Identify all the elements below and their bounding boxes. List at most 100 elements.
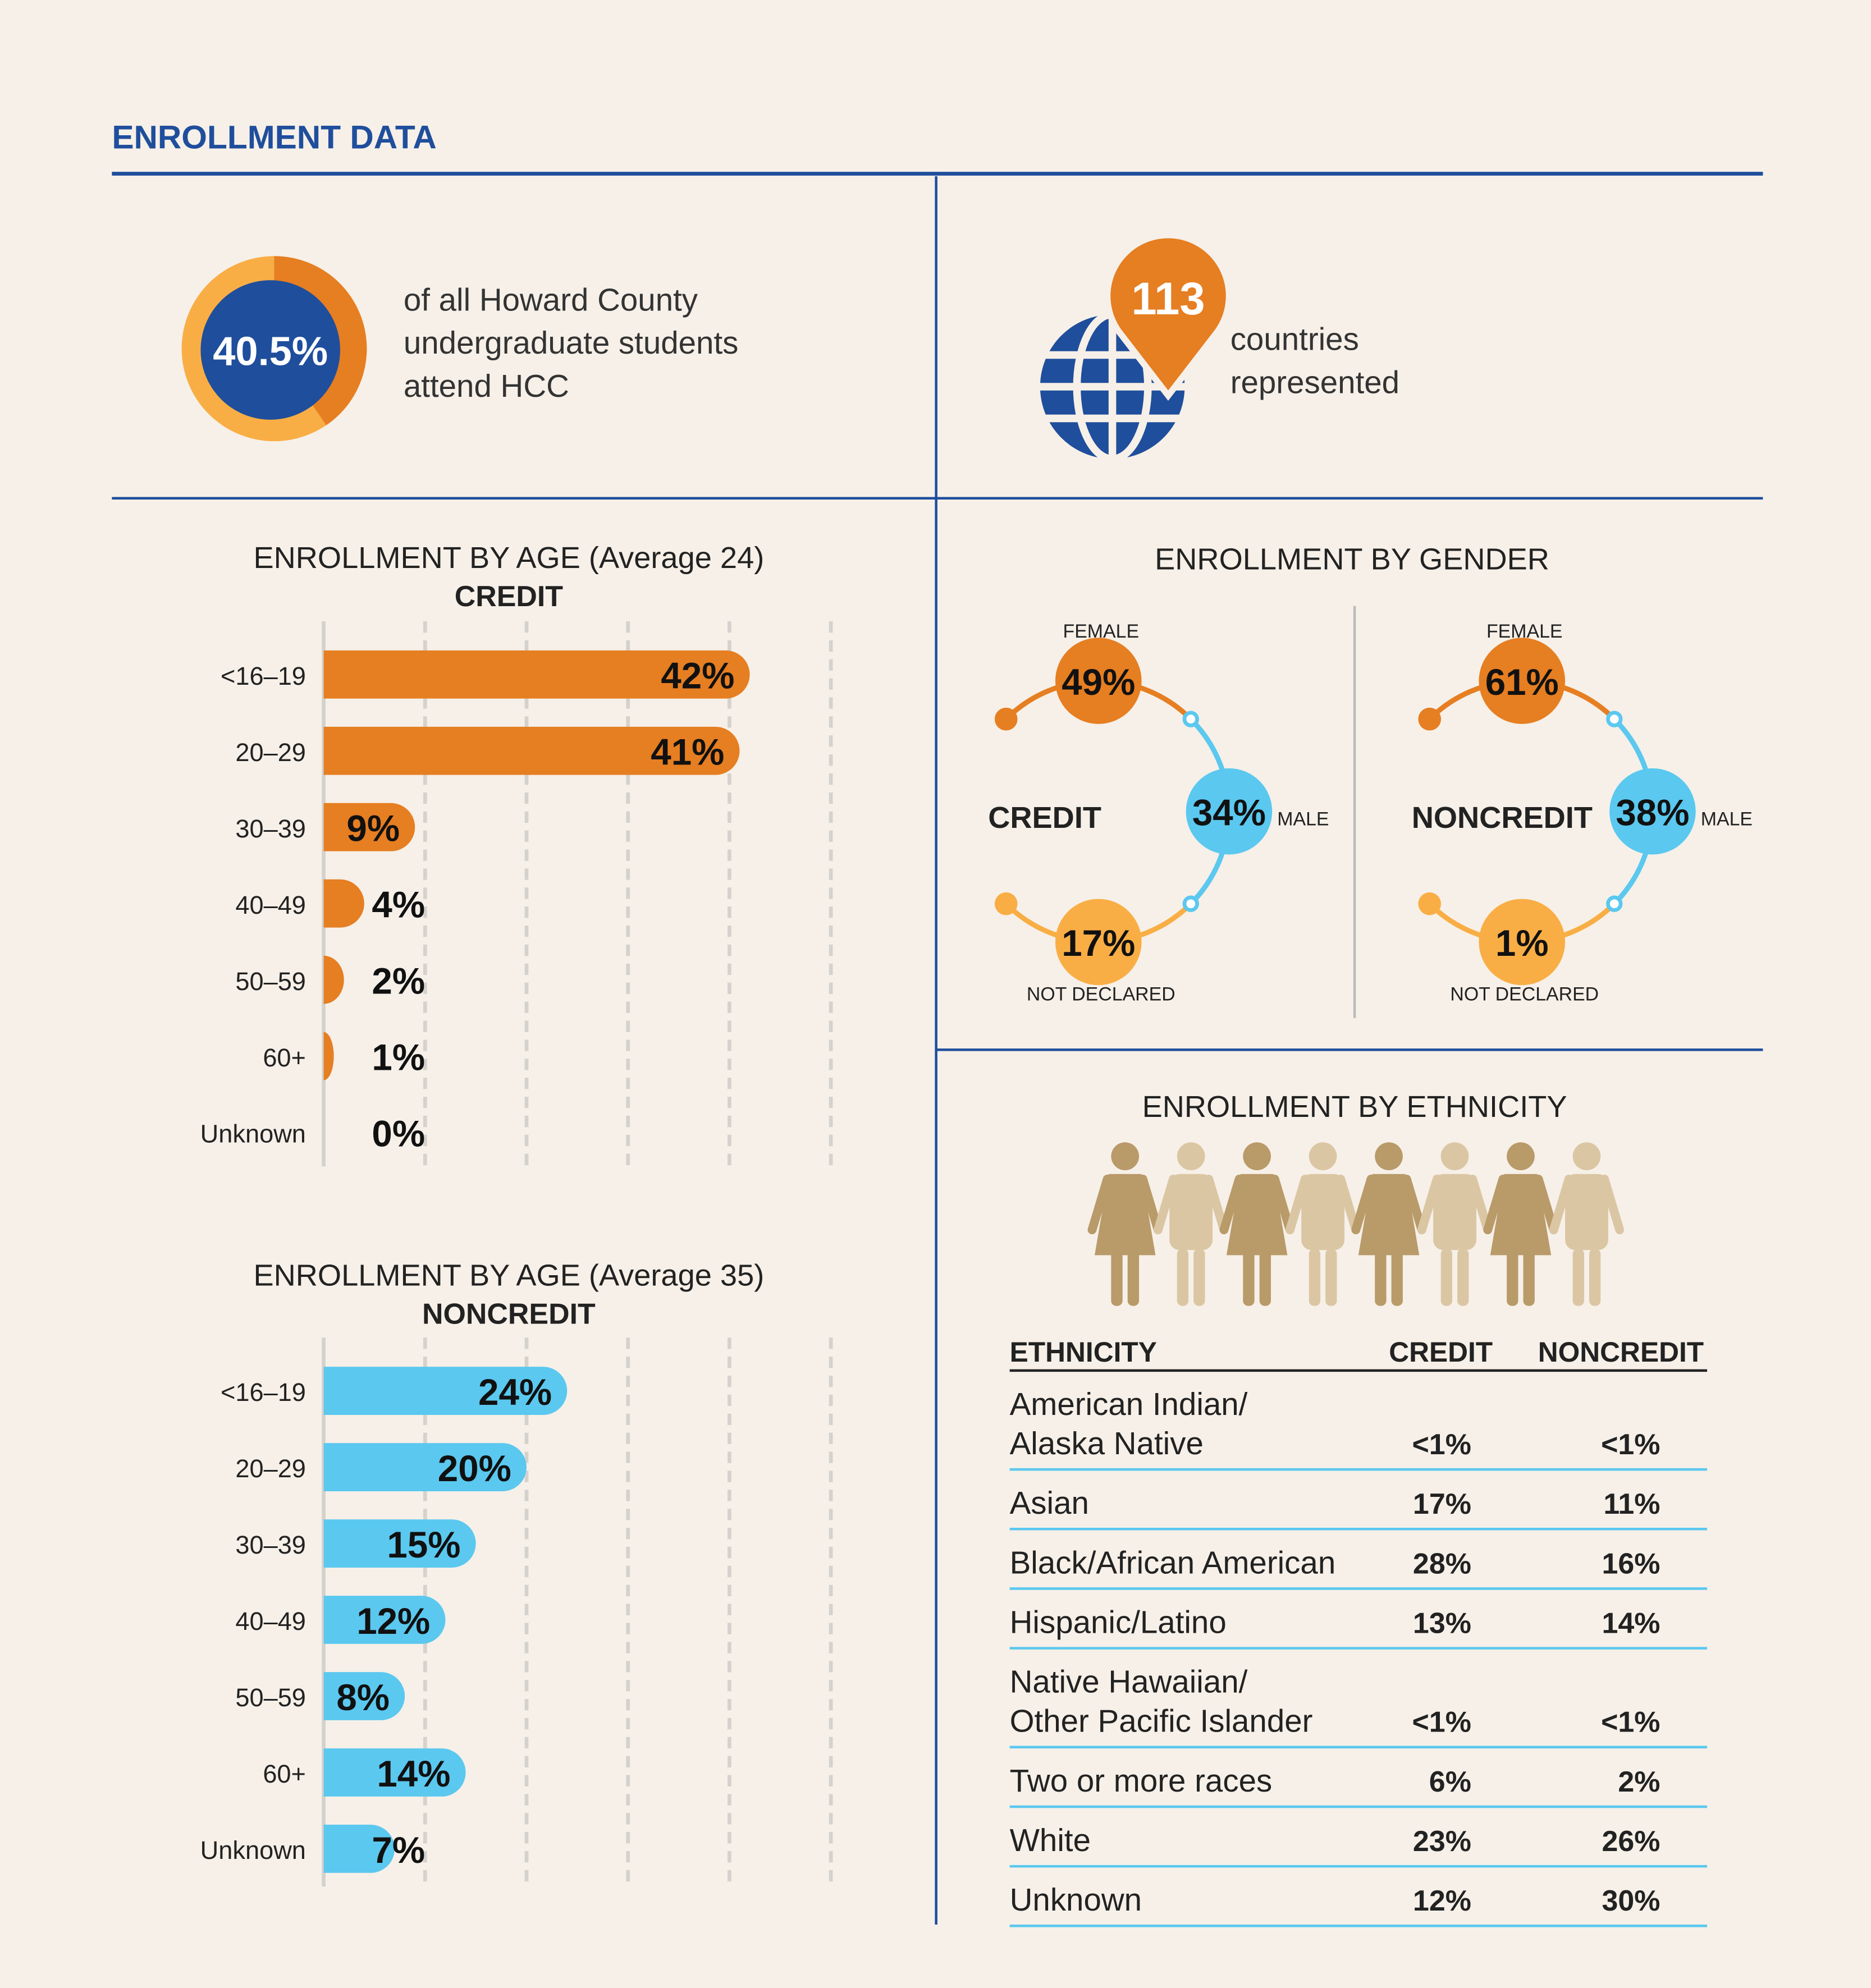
gender-circle [1186,768,1273,855]
icon-body [1169,1174,1213,1250]
bar [323,1825,395,1873]
arc-joint [1606,711,1623,727]
cell: <1% [1601,1428,1660,1461]
row-label: Asian [1010,1485,1089,1520]
icon-arms [1219,1174,1294,1235]
female-icon [1483,1142,1558,1306]
gender-circle [1055,638,1142,724]
value-label: 61% [1485,662,1559,703]
stat-text: represented [1230,364,1399,400]
icon-arms [1417,1174,1493,1235]
gender-circle [1479,899,1566,986]
icon-arms [1483,1174,1558,1235]
y-tick-label: 60+ [263,1043,306,1072]
male-icon [1154,1142,1229,1306]
cell: 16% [1602,1547,1660,1580]
bar [323,879,364,928]
chart-title: NONCREDIT [1412,801,1593,835]
chart-title: ENROLLMENT BY AGE (Average 35) [253,1259,764,1293]
category-label: NOT DECLARED [1027,983,1175,1005]
cell: 23% [1413,1825,1471,1858]
category-label: MALE [1277,809,1329,830]
icon-arms [1351,1174,1426,1235]
arc-end [994,707,1018,731]
icon-arms [1154,1174,1229,1235]
cell: 30% [1602,1885,1660,1917]
bar [323,726,740,775]
bar [323,803,415,851]
y-tick-label: <16–19 [221,1378,306,1407]
y-tick-label: Unknown [200,1120,306,1148]
arc-end [1418,892,1442,915]
bar [323,955,344,1004]
icon-head [1111,1142,1140,1170]
y-tick-label: 20–29 [235,738,306,767]
section-title: ENROLLMENT BY GENDER [1155,542,1549,576]
row-label: Hispanic/Latino [1010,1605,1227,1640]
y-tick-label: 40–49 [235,891,306,919]
donut-label: 40.5% [213,329,328,374]
icon-leg [1589,1249,1601,1306]
icon-leg [1572,1249,1584,1306]
icon-leg [1243,1249,1255,1306]
value-label: 41% [651,732,724,773]
icon-head [1309,1142,1337,1170]
globe-icon [1037,232,1233,463]
gender-circle [1479,638,1566,724]
icon-head [1572,1142,1601,1170]
donut-center [200,280,340,420]
chart-title: ENROLLMENT BY AGE (Average 24) [253,541,764,575]
stat-text: of all Howard County [404,282,698,317]
row-label: White [1010,1822,1091,1858]
value-label: 12% [356,1601,430,1642]
value-label: 15% [387,1524,460,1565]
value-label: 20% [438,1448,511,1489]
male-icon [1417,1142,1493,1306]
female-icon [1351,1142,1426,1306]
category-label: NOT DECLARED [1450,983,1599,1005]
icon-body [1490,1174,1552,1256]
chart-subtitle: NONCREDIT [422,1298,596,1330]
arc-joint [1606,895,1623,912]
cell: 17% [1413,1488,1471,1520]
icon-body [1226,1174,1288,1256]
cell: <1% [1601,1706,1660,1739]
icon-leg [1193,1249,1205,1306]
y-tick-label: 30–39 [235,814,306,843]
category-label: MALE [1701,809,1753,830]
row-label: Unknown [1010,1882,1142,1917]
row-label: Alaska Native [1010,1426,1204,1461]
page-title: ENROLLMENT DATA [112,119,436,155]
y-tick-label: <16–19 [221,662,306,690]
icon-leg [1391,1249,1403,1306]
arc-joint [1182,895,1199,912]
y-tick-label: 60+ [263,1760,306,1788]
value-label: 49% [1062,662,1135,703]
icon-leg [1507,1249,1518,1306]
female-icon [1087,1142,1163,1306]
icon-body [1301,1174,1345,1250]
category-label: FEMALE [1486,621,1563,642]
cell: 12% [1413,1885,1471,1917]
icon-arms [1087,1174,1163,1235]
icon-body [1433,1174,1476,1250]
cell: 14% [1602,1607,1660,1640]
cell: 13% [1413,1607,1471,1640]
icon-leg [1325,1249,1337,1306]
icon-head [1177,1142,1205,1170]
bar [323,1367,568,1415]
icon-leg [1440,1249,1453,1306]
stat-text: attend HCC [404,368,569,404]
icon-arms [1285,1174,1361,1235]
male-icon [1549,1142,1625,1306]
value-label: 4% [372,885,425,926]
icon-leg [1523,1249,1535,1306]
section-title: ENROLLMENT BY ETHNICITY [1142,1090,1567,1124]
icon-head [1507,1142,1535,1170]
gender-circle [1609,768,1696,855]
y-tick-label: 20–29 [235,1454,306,1483]
y-tick-label: 30–39 [235,1531,306,1559]
icon-body [1094,1174,1156,1256]
stat-text: undergraduate students [404,325,739,360]
row-label: Two or more races [1010,1763,1273,1798]
